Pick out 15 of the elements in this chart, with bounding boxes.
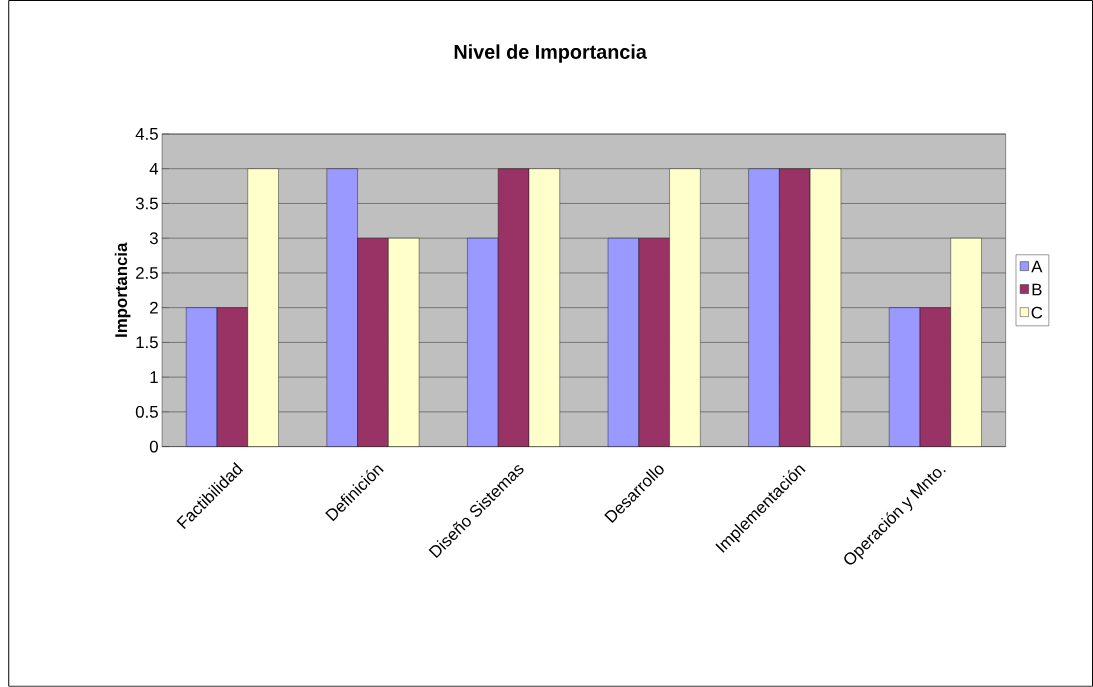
y-tick-label: 2.5: [136, 267, 158, 279]
y-tick-label: 2: [150, 301, 158, 314]
y-tick-label: 3: [149, 232, 158, 245]
y-tick-label: 4.5: [135, 128, 158, 140]
legend-label: B: [1032, 283, 1042, 296]
chart-title: Nivel de Importancia: [454, 44, 647, 63]
legend-label: C: [1031, 306, 1043, 319]
y-tick-label: 1: [150, 371, 158, 384]
y-axis-title: Importancia: [114, 242, 131, 337]
y-tick-label: 0.5: [135, 406, 158, 418]
y-tick-label: 4: [149, 163, 159, 175]
y-tick-label: 1.5: [136, 336, 158, 349]
legend-label: A: [1031, 260, 1043, 273]
y-tick-label: 0: [149, 440, 158, 453]
y-tick-label: 3.5: [135, 197, 158, 210]
